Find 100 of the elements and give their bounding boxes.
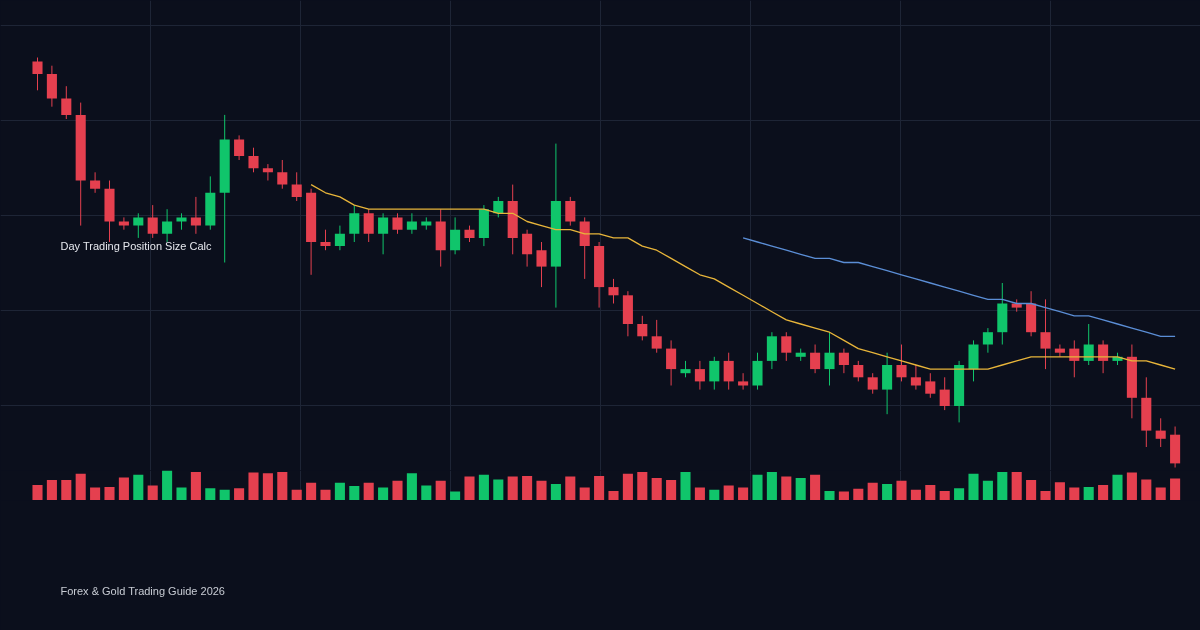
bar	[1112, 474, 1123, 500]
bar	[651, 478, 662, 500]
bar	[637, 472, 648, 500]
candlestick	[248, 147, 259, 173]
candlestick	[939, 376, 950, 411]
text: Forex & Gold Trading Guide 2026	[60, 584, 225, 597]
bar	[867, 482, 878, 500]
bar	[334, 482, 345, 500]
bar	[61, 480, 72, 500]
candlestick	[565, 196, 576, 227]
candlestick	[262, 163, 273, 181]
bar	[853, 488, 864, 500]
bar	[1040, 490, 1051, 500]
bar	[1069, 487, 1080, 500]
candlestick	[450, 216, 461, 255]
candlestick	[334, 225, 345, 251]
bar	[579, 487, 590, 500]
bar	[118, 477, 129, 500]
bar	[162, 470, 173, 500]
candlestick	[982, 327, 993, 354]
bar	[968, 473, 979, 500]
bar	[248, 472, 259, 500]
bar	[90, 487, 101, 500]
bar	[464, 476, 475, 500]
candlestick	[853, 360, 864, 382]
bar	[680, 472, 691, 500]
bar	[219, 489, 230, 500]
bar	[997, 472, 1008, 500]
candlestick	[694, 360, 705, 391]
bar	[766, 472, 777, 500]
bar	[32, 484, 43, 500]
bar	[176, 487, 187, 500]
candlestick	[277, 159, 288, 190]
bar	[75, 473, 86, 500]
bar	[838, 491, 849, 500]
bar	[565, 476, 576, 500]
candlestick	[392, 212, 403, 235]
bar	[104, 487, 115, 500]
bar	[550, 484, 561, 500]
candlestick	[90, 171, 101, 194]
candlestick	[651, 319, 662, 354]
bar	[882, 484, 893, 500]
candlestick	[1098, 339, 1109, 374]
bar	[536, 480, 547, 500]
bar	[982, 480, 993, 500]
bar	[147, 485, 158, 500]
bar	[435, 480, 446, 500]
candlestick	[1040, 298, 1051, 370]
candlestick	[910, 364, 921, 391]
bar	[1054, 482, 1065, 500]
bar	[320, 489, 331, 500]
bar	[234, 488, 245, 500]
candlestick	[608, 278, 619, 304]
bar	[478, 474, 489, 500]
bar	[522, 475, 533, 500]
candlestick	[291, 171, 302, 202]
candlestick	[32, 57, 43, 91]
candlestick	[118, 216, 129, 231]
candlestick	[133, 212, 144, 239]
bar	[392, 480, 403, 500]
bar	[781, 476, 792, 500]
candlestick	[363, 208, 374, 243]
bar	[1155, 487, 1166, 500]
candlestick	[147, 204, 158, 239]
bar	[291, 489, 302, 500]
candlestick	[61, 85, 72, 120]
bar	[752, 474, 763, 500]
bar	[939, 490, 950, 500]
bar	[594, 475, 605, 500]
bar	[723, 485, 734, 500]
candlestick	[190, 196, 201, 235]
candlestick	[723, 352, 734, 391]
bar	[349, 486, 360, 500]
candlestick	[234, 134, 245, 161]
bar	[1098, 484, 1109, 500]
bar	[493, 479, 504, 500]
bar	[1011, 472, 1022, 500]
bar	[306, 482, 317, 500]
candlestick	[781, 331, 792, 362]
bar	[507, 476, 518, 500]
bar	[262, 473, 273, 500]
bar	[450, 491, 461, 500]
candlestick	[896, 344, 907, 382]
bar	[795, 478, 806, 500]
bar	[46, 480, 57, 500]
bar	[709, 489, 720, 500]
candlestick	[536, 241, 547, 288]
candlestick	[666, 339, 677, 386]
candlestick	[493, 196, 504, 218]
bar	[378, 487, 389, 500]
bar	[406, 473, 417, 500]
candlestick	[867, 372, 878, 395]
candlestick	[709, 356, 720, 391]
candlestick	[925, 372, 936, 399]
bar	[190, 472, 201, 500]
bar	[1026, 480, 1037, 500]
candlestick	[810, 344, 821, 374]
bar	[277, 472, 288, 500]
bar	[622, 473, 633, 500]
bar	[910, 489, 921, 500]
